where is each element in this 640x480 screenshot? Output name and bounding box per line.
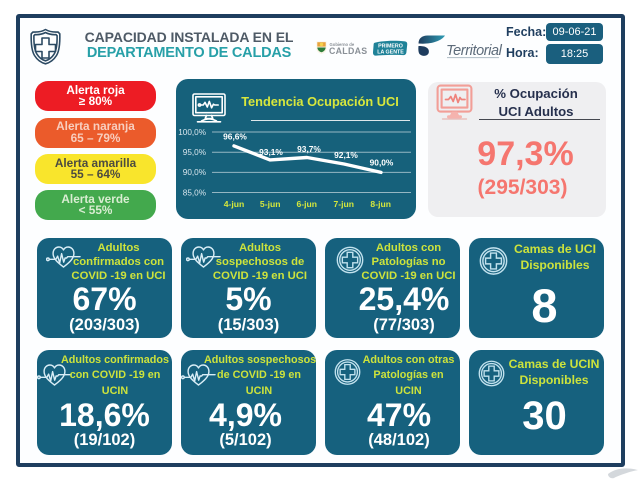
svg-text:100,0%: 100,0%	[178, 128, 206, 137]
svg-text:7-jun: 7-jun	[334, 199, 355, 209]
svg-text:85,0%: 85,0%	[183, 188, 206, 197]
svg-text:93,1%: 93,1%	[259, 147, 283, 157]
svg-text:90,0%: 90,0%	[183, 168, 206, 177]
svg-text:PRIMERO: PRIMERO	[378, 43, 403, 49]
svg-text:4-jun: 4-jun	[224, 199, 245, 209]
svg-text:8-jun: 8-jun	[370, 199, 391, 209]
svg-text:LA GENTE: LA GENTE	[377, 49, 404, 55]
svg-text:Gobierno de: Gobierno de	[330, 42, 355, 47]
svg-text:95,0%: 95,0%	[183, 148, 206, 157]
svg-text:90,0%: 90,0%	[370, 158, 394, 168]
svg-text:6-jun: 6-jun	[297, 199, 318, 209]
svg-text:93,7%: 93,7%	[297, 144, 321, 154]
svg-text:5-jun: 5-jun	[260, 199, 281, 209]
svg-text:CALDAS: CALDAS	[329, 46, 367, 55]
svg-text:96,6%: 96,6%	[223, 132, 247, 142]
svg-text:Territorial: Territorial	[446, 43, 503, 59]
svg-text:92,1%: 92,1%	[334, 150, 358, 160]
